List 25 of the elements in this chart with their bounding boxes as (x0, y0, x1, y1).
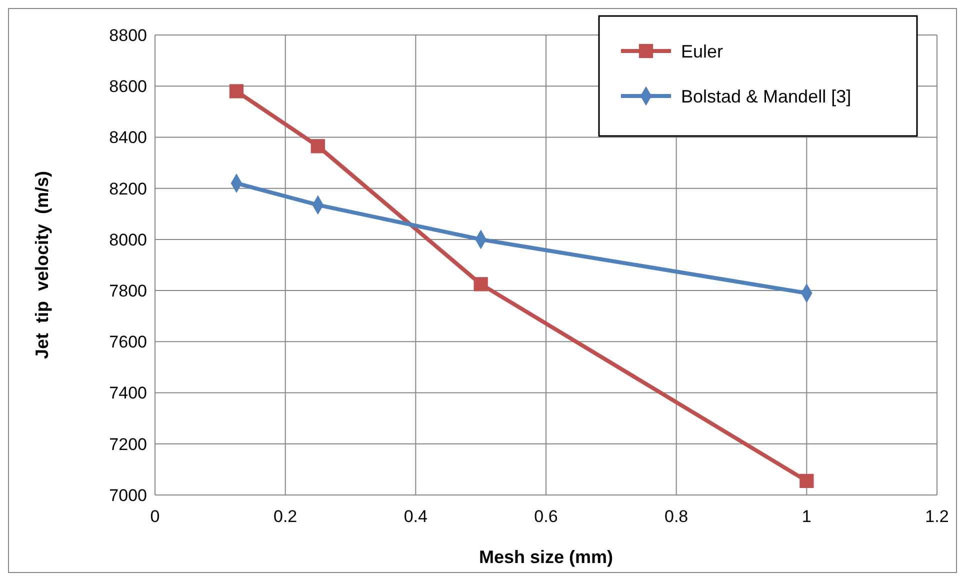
x-axis-title: Mesh size (mm) (478, 547, 614, 567)
point (310, 139, 325, 154)
y-tick-label: 7000 (109, 486, 147, 505)
point (229, 84, 244, 98)
y-tick-label: 7200 (109, 434, 147, 454)
point (474, 277, 488, 292)
x-tick-label: 1 (802, 507, 812, 526)
y-tick-label: 8000 (109, 230, 147, 250)
y-tick-label: 8600 (109, 77, 147, 96)
legend-label: Bolstad & Mandell [3] (681, 86, 852, 106)
y-tick-label: 7400 (109, 384, 147, 403)
legend-label: Euler (681, 41, 724, 62)
x-tick-label: 0.6 (534, 507, 558, 526)
y-tick-label: 8800 (109, 26, 147, 45)
x-tick-label: 0 (150, 507, 160, 526)
y-tick-label: 8400 (109, 128, 147, 148)
y-tick-label: 7800 (109, 282, 147, 301)
x-tick-label: 0.2 (274, 507, 298, 526)
x-tick-label: 0.4 (404, 507, 428, 526)
point (800, 474, 814, 488)
x-tick-label: 1.2 (925, 507, 949, 526)
y-tick-label: 8200 (109, 179, 147, 198)
y-tick-label: 7600 (109, 332, 147, 352)
y-axis-title: Jet tip velocity (m/s) (32, 170, 52, 360)
x-tick-label: 0.8 (664, 507, 688, 526)
